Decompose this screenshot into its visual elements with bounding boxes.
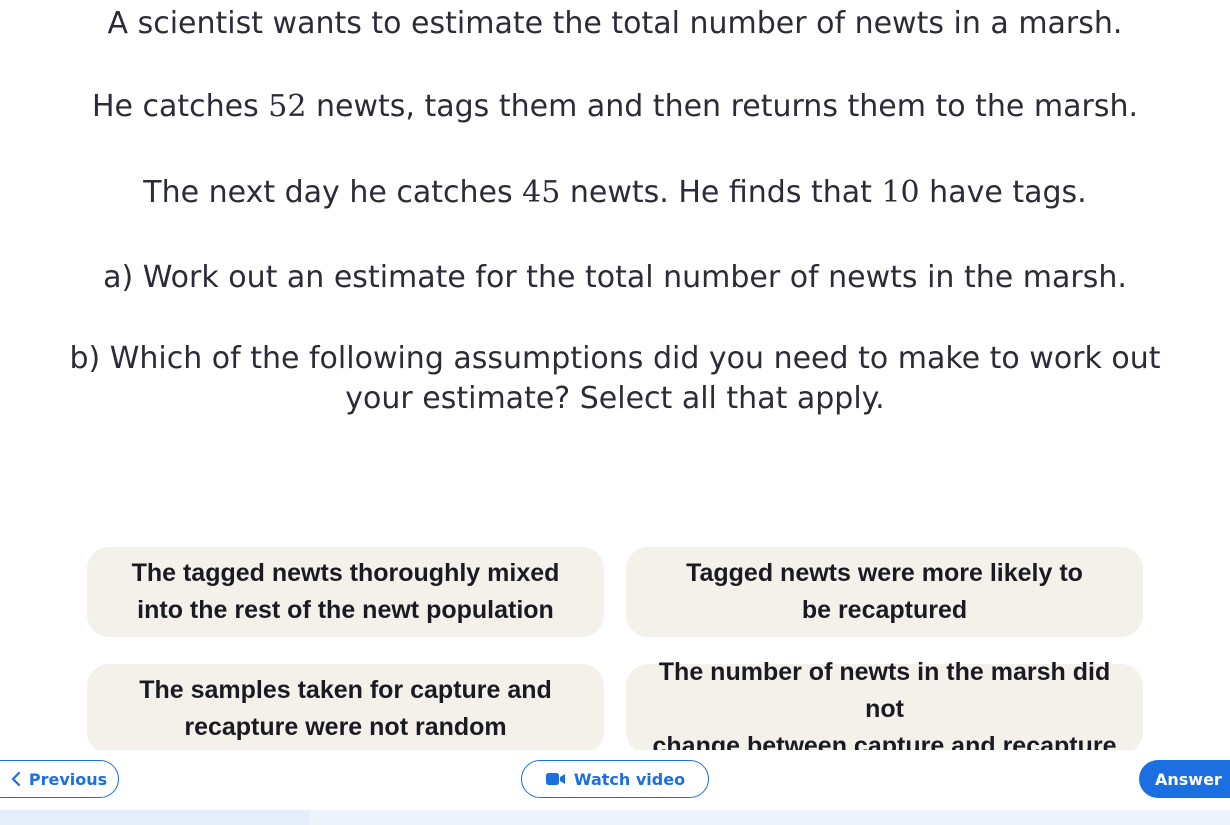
number-caught-first: 52 [268,89,307,124]
question-line-recapture-middle: newts. He finds that [560,175,882,210]
question-part-b: b) Which of the following assumptions di… [69,341,1161,416]
previous-label: Previous [28,769,108,789]
watch-video-button[interactable]: Watch video [521,760,709,798]
option-text: The number of newts in the marsh did not… [646,654,1123,765]
option-line: The samples taken for capture and [139,676,552,704]
answer-button[interactable]: Answer [1139,760,1230,798]
option-line: The tagged newts thoroughly mixed [131,559,560,587]
option-text: The samples taken for capture and recapt… [139,672,552,746]
option-mixed-population[interactable]: The tagged newts thoroughly mixed into t… [87,547,604,637]
number-caught-second: 45 [522,175,561,210]
chevron-left-icon [11,771,20,787]
option-population-unchanged[interactable]: The number of newts in the marsh did not… [626,658,1143,760]
question-line-catch-before: He catches [91,89,269,124]
question-line-recapture-before: The next day he catches [143,175,523,210]
option-line: The number of newts in the marsh did not [658,657,1111,723]
watch-video-label: Watch video [573,769,686,789]
question-line-catch: He catches 52 newts, tags them and then … [20,87,1210,127]
option-text: Tagged newts were more likely to be reca… [686,555,1083,629]
option-more-likely-recaptured[interactable]: Tagged newts were more likely to be reca… [626,547,1143,637]
video-camera-icon [545,773,565,785]
option-samples-not-random[interactable]: The samples taken for capture and recapt… [87,664,604,754]
question-line-catch-after: newts, tags them and then returns them t… [306,89,1139,124]
answer-options: The tagged newts thoroughly mixed into t… [87,547,1143,760]
question-intro: A scientist wants to estimate the total … [107,6,1123,41]
option-text: The tagged newts thoroughly mixed into t… [132,555,560,629]
question-line-recapture: The next day he catches 45 newts. He fin… [20,173,1210,213]
question-part-a: a) Work out an estimate for the total nu… [103,260,1127,295]
number-tagged: 10 [881,175,920,210]
option-line: Tagged newts were more likely to [686,559,1083,587]
footer-band [0,810,1230,825]
option-line: recapture were not random [184,713,507,741]
question-line-recapture-after: have tags. [919,175,1087,210]
option-line: into the rest of the newt population [137,596,554,624]
option-line: be recaptured [801,596,968,624]
footer-band-highlight [310,810,1230,825]
previous-button[interactable]: Previous [0,760,119,798]
answer-label: Answer [1155,769,1222,789]
